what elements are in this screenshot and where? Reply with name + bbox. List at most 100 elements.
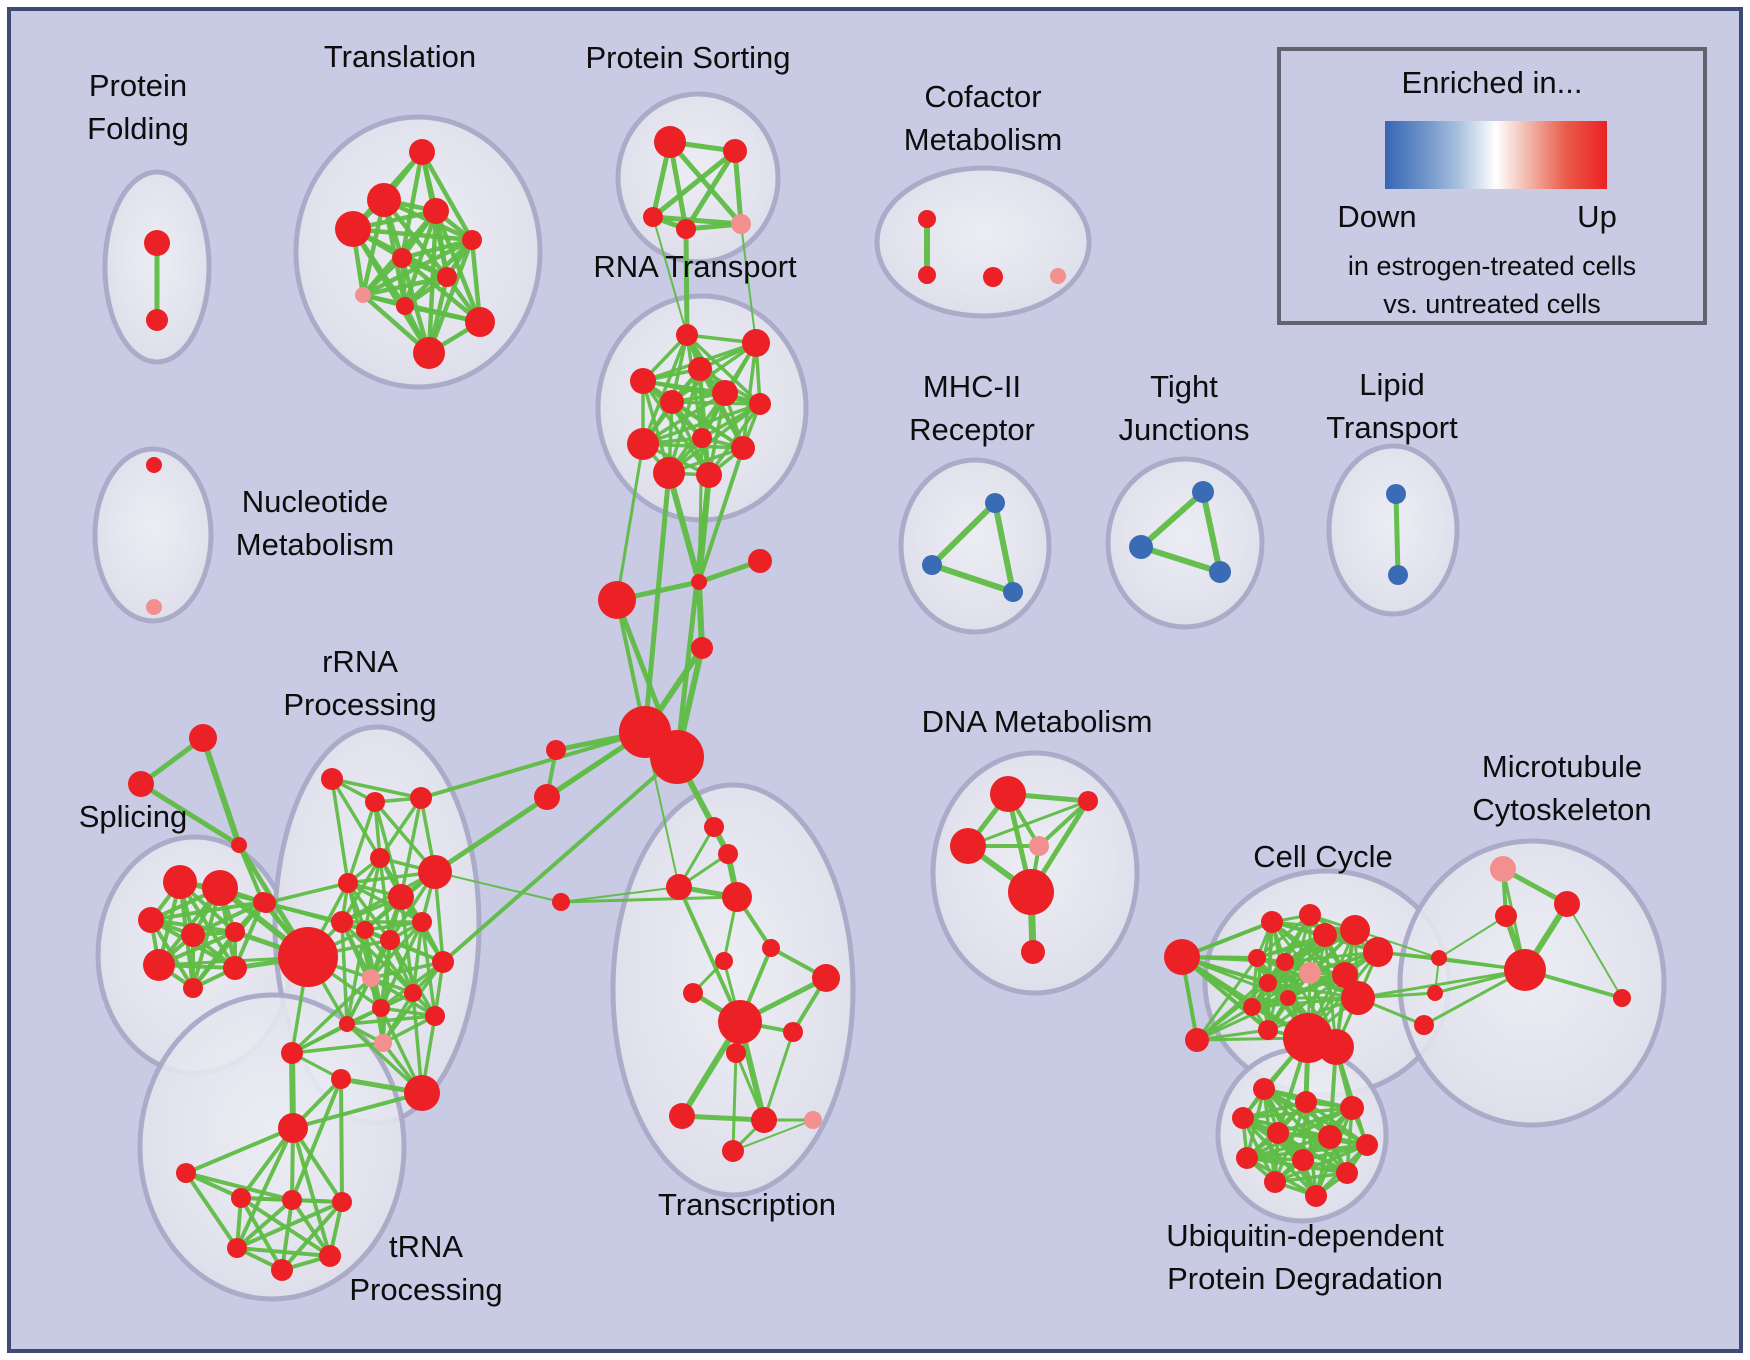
- cell_cycle-node-13[interactable]: [1332, 962, 1358, 988]
- cell_cycle-node-15[interactable]: [1258, 1020, 1278, 1040]
- connectors-node-0[interactable]: [691, 574, 707, 590]
- splicing_outer-node-1[interactable]: [128, 771, 154, 797]
- splicing-node-4[interactable]: [225, 922, 245, 942]
- transcription-node-4[interactable]: [715, 952, 733, 970]
- trna_processing-node-1[interactable]: [176, 1163, 196, 1183]
- ubiquitin_degradation-node-11[interactable]: [1305, 1185, 1327, 1207]
- transcription-node-10[interactable]: [726, 1043, 746, 1063]
- trna_processing-node-5[interactable]: [227, 1238, 247, 1258]
- splicing-node-5[interactable]: [143, 949, 175, 981]
- cell_cycle-node-11[interactable]: [1280, 990, 1296, 1006]
- cell_cycle-node-9[interactable]: [1276, 953, 1294, 971]
- rrna_processing-node-14[interactable]: [404, 984, 422, 1002]
- dna_metabolism-node-5[interactable]: [1021, 940, 1045, 964]
- protein_sorting-node-0[interactable]: [654, 126, 686, 158]
- tight_junctions-node-1[interactable]: [1129, 535, 1153, 559]
- cofactor_metabolism-node-2[interactable]: [983, 267, 1003, 287]
- splicing-node-1[interactable]: [202, 870, 238, 906]
- microtubule_cytoskeleton-node-6[interactable]: [1427, 985, 1443, 1001]
- protein_sorting-node-4[interactable]: [731, 214, 751, 234]
- translation-node-7[interactable]: [355, 287, 371, 303]
- mhc_ii_receptor-node-2[interactable]: [1003, 582, 1023, 602]
- translation-node-2[interactable]: [423, 198, 449, 224]
- lipid_transport-node-0[interactable]: [1386, 484, 1406, 504]
- rna_transport-node-4[interactable]: [712, 380, 738, 406]
- trna_processing-node-6[interactable]: [319, 1245, 341, 1267]
- cell_cycle-node-8[interactable]: [1248, 949, 1266, 967]
- translation-node-4[interactable]: [462, 230, 482, 250]
- mhc_ii_receptor-node-1[interactable]: [922, 555, 942, 575]
- connectors-node-7[interactable]: [534, 784, 560, 810]
- splicing-node-0[interactable]: [163, 865, 197, 899]
- rna_transport-node-6[interactable]: [749, 393, 771, 415]
- trna_processing-node-4[interactable]: [332, 1192, 352, 1212]
- microtubule_cytoskeleton-node-5[interactable]: [1431, 950, 1447, 966]
- rrna_processing-node-9[interactable]: [380, 930, 400, 950]
- rrna_processing-node-3[interactable]: [370, 848, 390, 868]
- rna_transport-node-0[interactable]: [676, 324, 698, 346]
- splicing-node-7[interactable]: [223, 956, 247, 980]
- dna_metabolism-node-2[interactable]: [950, 828, 986, 864]
- rrna_processing-node-4[interactable]: [338, 873, 358, 893]
- translation-node-1[interactable]: [367, 183, 401, 217]
- transcription-node-8[interactable]: [718, 1000, 762, 1044]
- protein_folding-node-0[interactable]: [144, 230, 170, 256]
- rna_transport-node-8[interactable]: [627, 428, 659, 460]
- transcription-node-1[interactable]: [718, 844, 738, 864]
- connectors-node-2[interactable]: [598, 581, 636, 619]
- cell_cycle-node-3[interactable]: [1299, 904, 1321, 926]
- trna_processing-node-7[interactable]: [271, 1259, 293, 1281]
- ubiquitin_degradation-node-3[interactable]: [1232, 1107, 1254, 1129]
- microtubule_cytoskeleton-node-4[interactable]: [1613, 989, 1631, 1007]
- rna_transport-node-9[interactable]: [731, 436, 755, 460]
- ubiquitin_degradation-node-7[interactable]: [1236, 1147, 1258, 1169]
- nucleotide_metabolism-node-0[interactable]: [146, 457, 162, 473]
- rrna_processing-node-15[interactable]: [372, 999, 390, 1017]
- lipid_transport-node-1[interactable]: [1388, 565, 1408, 585]
- rrna_processing-node-13[interactable]: [432, 951, 454, 973]
- tight_junctions-node-0[interactable]: [1192, 481, 1214, 503]
- cell_cycle-node-14[interactable]: [1341, 981, 1375, 1015]
- trna_processing-node-8[interactable]: [331, 1069, 351, 1089]
- rrna_processing-node-18[interactable]: [374, 1034, 392, 1052]
- transcription-node-13[interactable]: [804, 1111, 822, 1129]
- dna_metabolism-node-4[interactable]: [1008, 869, 1054, 915]
- cell_cycle-node-4[interactable]: [1313, 923, 1337, 947]
- rna_transport-node-11[interactable]: [696, 462, 722, 488]
- rrna_processing-node-17[interactable]: [339, 1016, 355, 1032]
- rna_transport-node-7[interactable]: [692, 428, 712, 448]
- ubiquitin_degradation-node-1[interactable]: [1295, 1091, 1317, 1113]
- trna_processing-node-3[interactable]: [282, 1190, 302, 1210]
- connectors-node-6[interactable]: [546, 740, 566, 760]
- protein_sorting-node-1[interactable]: [723, 139, 747, 163]
- cell_cycle-node-6[interactable]: [1363, 937, 1393, 967]
- rna_transport-node-10[interactable]: [653, 457, 685, 489]
- splicing-node-2[interactable]: [138, 907, 164, 933]
- microtubule_cytoskeleton-node-7[interactable]: [1414, 1015, 1434, 1035]
- cell_cycle-node-7[interactable]: [1299, 962, 1321, 984]
- transcription-node-0[interactable]: [704, 817, 724, 837]
- protein_sorting-node-2[interactable]: [643, 207, 663, 227]
- splicing_outer-node-2[interactable]: [231, 837, 247, 853]
- rna_transport-node-1[interactable]: [742, 329, 770, 357]
- mhc_ii_receptor-node-0[interactable]: [985, 493, 1005, 513]
- transcription-node-6[interactable]: [812, 964, 840, 992]
- ubiquitin_degradation-node-8[interactable]: [1292, 1149, 1314, 1171]
- cell_cycle-node-5[interactable]: [1340, 915, 1370, 945]
- microtubule_cytoskeleton-node-3[interactable]: [1504, 949, 1546, 991]
- rrna_processing-node-20[interactable]: [256, 893, 276, 913]
- cell_cycle-node-2[interactable]: [1261, 911, 1283, 933]
- rrna_processing-node-0[interactable]: [321, 768, 343, 790]
- cofactor_metabolism-node-3[interactable]: [1050, 268, 1066, 284]
- transcription-node-12[interactable]: [751, 1107, 777, 1133]
- microtubule_cytoskeleton-node-0[interactable]: [1490, 856, 1516, 882]
- connectors-node-3[interactable]: [691, 637, 713, 659]
- ubiquitin_degradation-node-2[interactable]: [1340, 1096, 1364, 1120]
- rrna_processing-node-5[interactable]: [418, 855, 452, 889]
- cofactor_metabolism-node-1[interactable]: [918, 266, 936, 284]
- rrna_processing-node-10[interactable]: [412, 912, 432, 932]
- tight_junctions-node-2[interactable]: [1209, 561, 1231, 583]
- dna_metabolism-node-0[interactable]: [990, 776, 1026, 812]
- ubiquitin_degradation-node-9[interactable]: [1336, 1162, 1358, 1184]
- connectors-node-1[interactable]: [748, 549, 772, 573]
